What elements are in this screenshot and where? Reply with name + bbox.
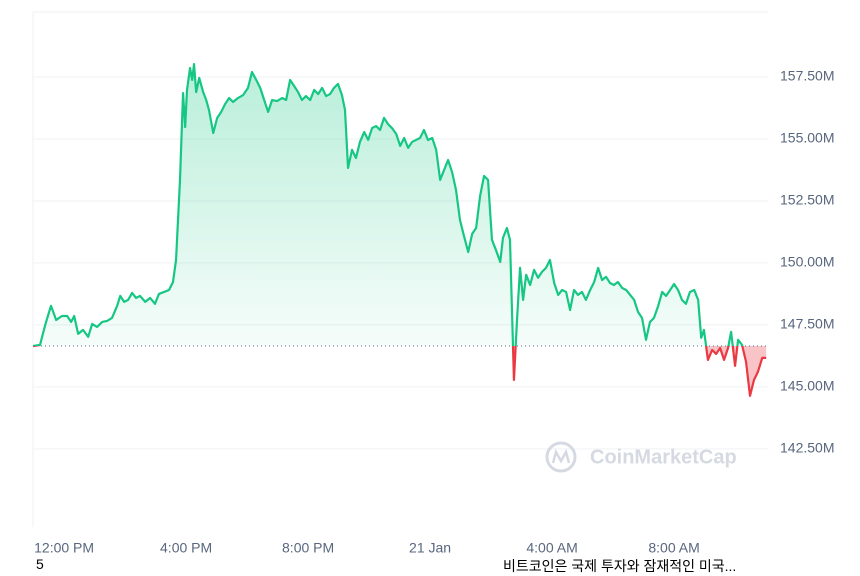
price-area <box>33 64 767 396</box>
y-tick-label: 152.50M <box>780 192 834 208</box>
footer-left: 5 <box>36 556 44 572</box>
x-tick-label: 4:00 PM <box>160 540 212 556</box>
y-tick-label: 157.50M <box>780 68 834 84</box>
watermark-text: CoinMarketCap <box>590 446 737 468</box>
x-tick-label: 4:00 AM <box>526 540 577 556</box>
x-tick-label: 8:00 PM <box>282 540 334 556</box>
y-tick-label: 150.00M <box>780 254 834 270</box>
y-tick-label: 145.00M <box>780 378 834 394</box>
y-tick-label: 155.00M <box>780 130 834 146</box>
x-tick-label: 8:00 AM <box>648 540 699 556</box>
y-tick-label: 147.50M <box>780 316 834 332</box>
price-line <box>32 62 767 397</box>
watermark: CoinMarketCap <box>545 441 737 473</box>
x-tick-label: 12:00 PM <box>34 540 94 556</box>
footer-right: 비트코인은 국제 투자와 잠재적인 미국... <box>503 558 737 574</box>
y-tick-label: 142.50M <box>780 440 834 456</box>
x-tick-label: 21 Jan <box>409 540 451 556</box>
